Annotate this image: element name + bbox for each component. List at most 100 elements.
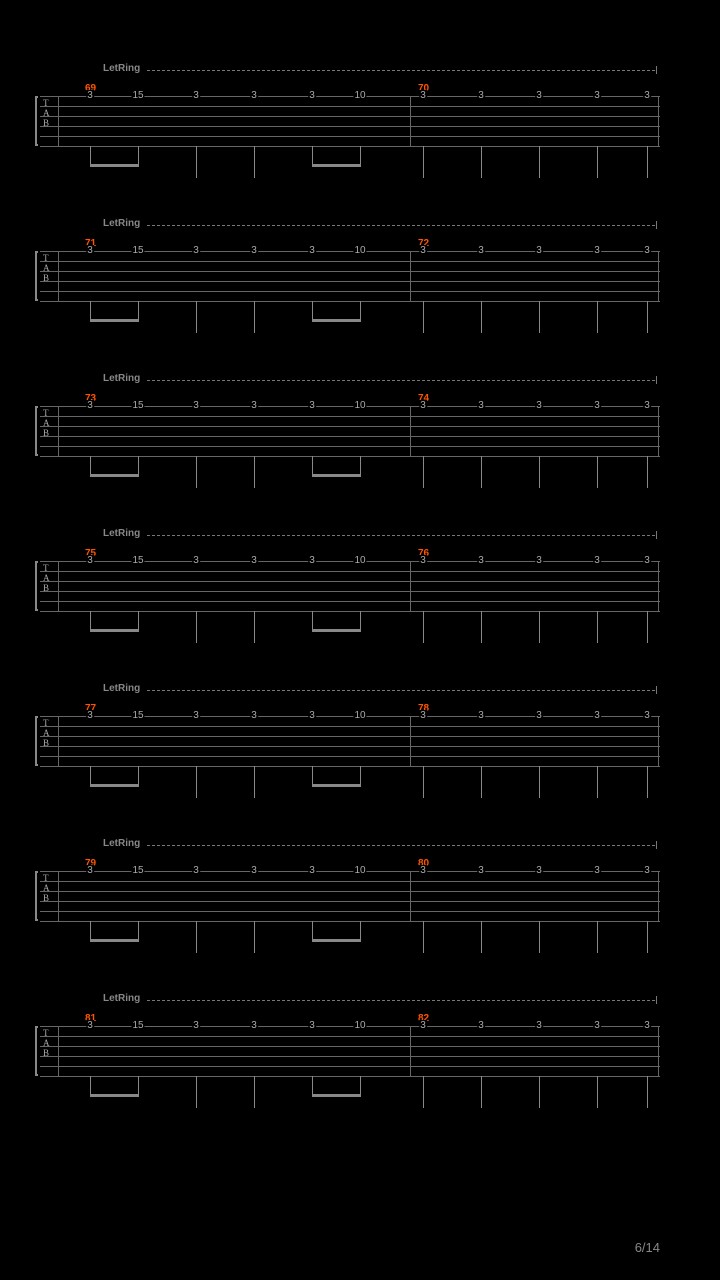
letring-line — [147, 535, 655, 536]
note-stem — [647, 301, 648, 333]
note-stem — [423, 611, 424, 643]
letring-end — [656, 376, 657, 384]
fret-number: 3 — [593, 400, 601, 411]
note-stem — [196, 921, 197, 953]
note-stem — [312, 921, 313, 941]
fret-number: 15 — [131, 710, 144, 721]
fret-number: 15 — [131, 865, 144, 876]
fret-number: 3 — [419, 245, 427, 256]
tab-system: LetRingTAB69315333107033333 — [40, 58, 680, 213]
fret-number: 3 — [419, 555, 427, 566]
tab-sheet: LetRingTAB69315333107033333LetRingTAB713… — [0, 0, 720, 1143]
letring-end — [656, 66, 657, 74]
barline — [410, 406, 411, 456]
fret-number: 3 — [192, 555, 200, 566]
beam — [90, 784, 139, 787]
fret-number: 3 — [86, 710, 94, 721]
fret-number: 3 — [86, 90, 94, 101]
note-stem — [597, 766, 598, 798]
system-bracket — [35, 871, 38, 921]
note-stem — [481, 611, 482, 643]
note-stem — [138, 146, 139, 166]
letring-line — [147, 225, 655, 226]
note-stem — [481, 921, 482, 953]
fret-number: 3 — [535, 710, 543, 721]
fret-number: 3 — [419, 90, 427, 101]
fret-number: 3 — [477, 400, 485, 411]
staff-line — [40, 901, 660, 902]
letring-label: LetRing — [103, 838, 140, 849]
tab-clef: TAB — [43, 253, 50, 283]
tab-clef: TAB — [43, 563, 50, 593]
barline — [58, 251, 59, 301]
barline — [658, 716, 659, 766]
fret-number: 15 — [131, 245, 144, 256]
note-stem — [90, 921, 91, 941]
tab-system: LetRingTAB71315333107233333 — [40, 213, 680, 368]
note-stem — [597, 1076, 598, 1108]
beam — [312, 629, 361, 632]
letring-line — [147, 380, 655, 381]
staff-line — [40, 116, 660, 117]
note-stem — [138, 301, 139, 321]
staff-line — [40, 1046, 660, 1047]
staff-line — [40, 601, 660, 602]
barline — [58, 716, 59, 766]
fret-number: 3 — [192, 865, 200, 876]
letring-label: LetRing — [103, 218, 140, 229]
fret-number: 3 — [86, 1020, 94, 1031]
letring-line — [147, 845, 655, 846]
staff-line — [40, 436, 660, 437]
letring-line — [147, 1000, 655, 1001]
staff-line — [40, 911, 660, 912]
note-stem — [647, 456, 648, 488]
system-bracket — [35, 251, 38, 301]
fret-number: 15 — [131, 555, 144, 566]
barline — [58, 406, 59, 456]
note-stem — [423, 766, 424, 798]
fret-number: 3 — [643, 90, 651, 101]
barline — [410, 251, 411, 301]
system-bracket — [35, 1026, 38, 1076]
beam — [90, 164, 139, 167]
fret-number: 10 — [353, 245, 366, 256]
fret-number: 3 — [477, 555, 485, 566]
note-stem — [254, 921, 255, 953]
staff-line — [40, 881, 660, 882]
system-bracket — [35, 96, 38, 146]
note-stem — [647, 921, 648, 953]
staff-line — [40, 766, 660, 767]
barline — [58, 871, 59, 921]
system-bracket — [35, 716, 38, 766]
beam — [90, 1094, 139, 1097]
fret-number: 15 — [131, 90, 144, 101]
staff-line — [40, 106, 660, 107]
fret-number: 3 — [477, 710, 485, 721]
barline — [410, 561, 411, 611]
letring-label: LetRing — [103, 373, 140, 384]
staff-line — [40, 1036, 660, 1037]
staff-line — [40, 446, 660, 447]
note-stem — [647, 611, 648, 643]
letring-end — [656, 221, 657, 229]
staff-line — [40, 416, 660, 417]
note-stem — [360, 456, 361, 476]
fret-number: 3 — [308, 555, 316, 566]
staff-line — [40, 571, 660, 572]
fret-number: 3 — [477, 1020, 485, 1031]
note-stem — [481, 1076, 482, 1108]
barline — [658, 406, 659, 456]
staff-line — [40, 746, 660, 747]
fret-number: 3 — [535, 400, 543, 411]
note-stem — [90, 766, 91, 786]
barline — [410, 871, 411, 921]
note-stem — [597, 611, 598, 643]
tab-system: LetRingTAB81315333108233333 — [40, 988, 680, 1143]
note-stem — [539, 1076, 540, 1108]
note-stem — [647, 1076, 648, 1108]
fret-number: 3 — [308, 90, 316, 101]
note-stem — [539, 146, 540, 178]
barline — [410, 1026, 411, 1076]
barline — [58, 1026, 59, 1076]
beam — [312, 939, 361, 942]
